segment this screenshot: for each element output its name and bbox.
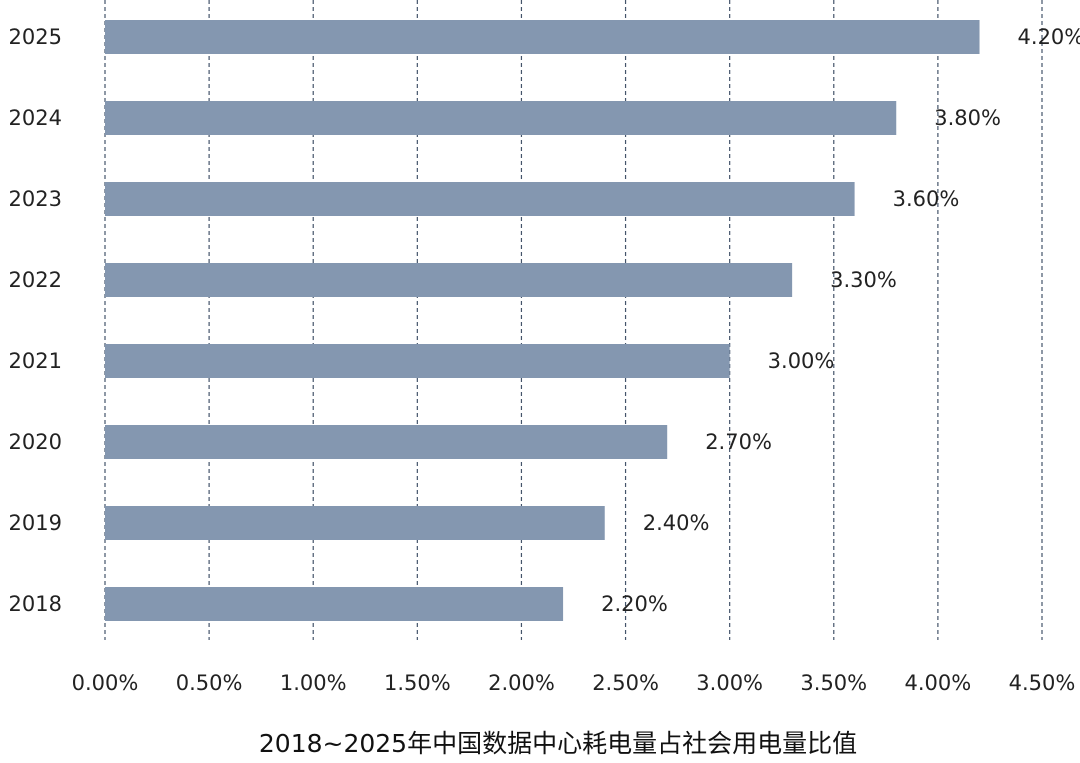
x-tick-label: 2.00% [488,671,555,695]
bar-2021 [105,344,730,378]
x-tick-label: 3.50% [800,671,867,695]
data-label: 3.00% [768,349,835,373]
data-labels: 4.20% 3.80% 3.60% 3.30% 3.00% 2.70% 2.40% 2.20% [601,25,1080,616]
category-label: 2024 [9,106,62,130]
data-label: 3.80% [934,106,1001,130]
category-label: 2023 [9,187,62,211]
category-label: 2021 [9,349,62,373]
x-tick-label: 2.50% [592,671,659,695]
bars-group [105,20,980,621]
x-tick-label: 0.50% [176,671,243,695]
bar-2023 [105,182,855,216]
category-label: 2019 [9,511,62,535]
chart-title: 2018~2025年中国数据中心耗电量占社会用电量比值 [259,729,857,758]
data-label: 3.30% [830,268,897,292]
x-axis-ticks: 0.00% 0.50% 1.00% 1.50% 2.00% 2.50% 3.00% 3.50%… [72,671,1076,695]
x-tick-label: 4.00% [905,671,972,695]
data-label: 2.70% [705,430,772,454]
bar-2020 [105,425,668,459]
x-tick-label: 0.00% [72,671,139,695]
x-tick-label: 1.50% [384,671,451,695]
data-label: 4.20% [1018,25,1080,49]
bar-2018 [105,587,564,621]
bar-2022 [105,263,793,297]
x-tick-label: 3.00% [696,671,763,695]
category-label: 2020 [9,430,62,454]
category-label: 2025 [9,25,62,49]
data-label: 3.60% [893,187,960,211]
category-label: 2018 [9,592,62,616]
data-label: 2.20% [601,592,668,616]
category-label: 2022 [9,268,62,292]
bar-2025 [105,20,980,54]
bar-2019 [105,506,605,540]
data-label: 2.40% [643,511,710,535]
category-labels: 2025 2024 2023 2022 2021 2020 2019 2018 [9,25,62,616]
x-tick-label: 4.50% [1009,671,1076,695]
bar-2024 [105,101,897,135]
grid-lines [104,0,1043,640]
x-tick-label: 1.00% [280,671,347,695]
